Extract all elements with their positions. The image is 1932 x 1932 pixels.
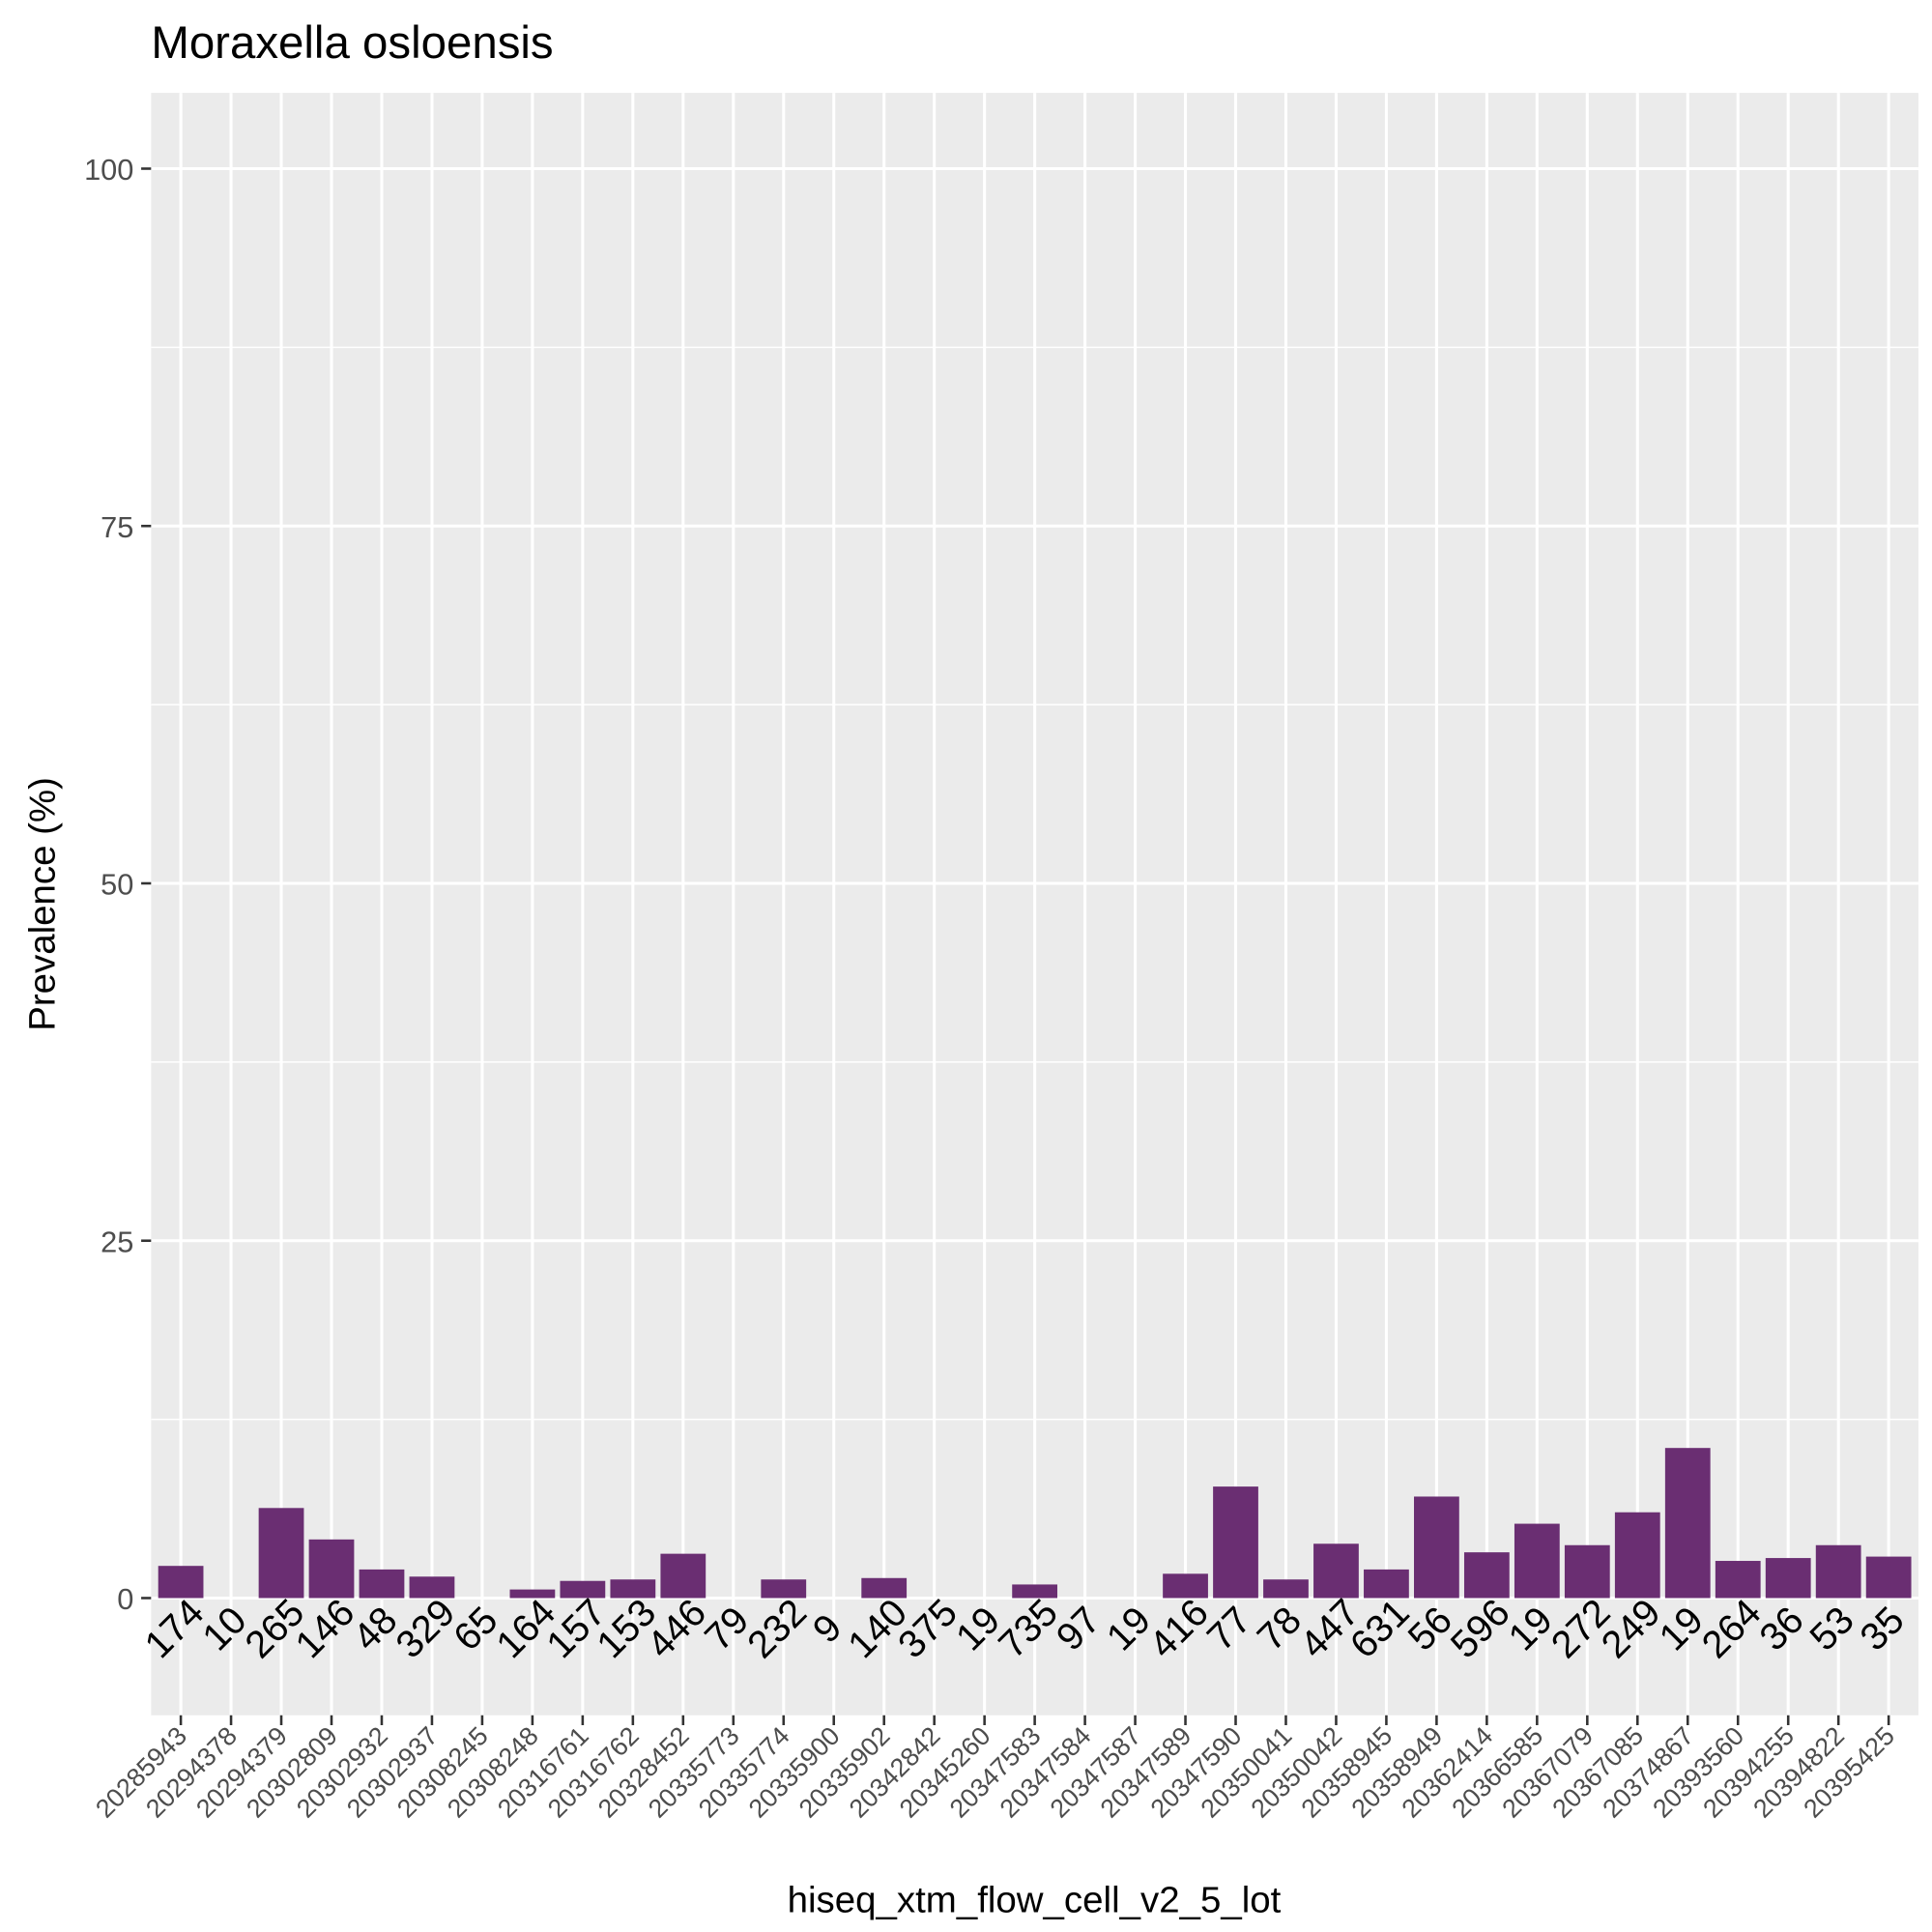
bar bbox=[1463, 1552, 1510, 1599]
bar bbox=[1213, 1486, 1258, 1599]
bar bbox=[1614, 1512, 1660, 1599]
bar bbox=[359, 1569, 405, 1599]
bar bbox=[1564, 1544, 1610, 1599]
bar bbox=[308, 1539, 355, 1599]
x-axis-title: hiseq_xtm_flow_cell_v2_5_lot bbox=[788, 1879, 1282, 1920]
bar bbox=[409, 1576, 455, 1599]
y-tick-label: 0 bbox=[117, 1582, 133, 1616]
bar bbox=[660, 1553, 706, 1599]
bar bbox=[1163, 1573, 1208, 1599]
bar bbox=[1313, 1543, 1359, 1599]
y-tick-label: 50 bbox=[101, 868, 133, 902]
y-tick-label: 100 bbox=[84, 153, 133, 187]
bar bbox=[761, 1579, 807, 1599]
bar bbox=[1263, 1579, 1309, 1599]
bar bbox=[1865, 1556, 1912, 1599]
bar bbox=[560, 1580, 606, 1599]
bar bbox=[1012, 1584, 1058, 1599]
bar bbox=[509, 1589, 556, 1599]
chart-title: Moraxella osloensis bbox=[151, 17, 553, 69]
bar bbox=[1514, 1523, 1560, 1599]
bar bbox=[610, 1579, 656, 1599]
bar bbox=[1364, 1569, 1409, 1599]
y-tick-label: 25 bbox=[101, 1225, 133, 1258]
y-axis-title: Prevalence (%) bbox=[21, 777, 63, 1031]
y-tick-label: 75 bbox=[101, 510, 133, 544]
bar bbox=[1765, 1558, 1811, 1599]
bar bbox=[158, 1566, 204, 1599]
bar bbox=[1414, 1496, 1459, 1599]
bar bbox=[1715, 1561, 1761, 1599]
bar bbox=[1815, 1544, 1861, 1599]
bar bbox=[1664, 1448, 1711, 1599]
bar bbox=[258, 1508, 304, 1599]
grid bbox=[151, 93, 1918, 1716]
bar bbox=[861, 1577, 908, 1599]
marks bbox=[158, 1448, 1912, 1599]
